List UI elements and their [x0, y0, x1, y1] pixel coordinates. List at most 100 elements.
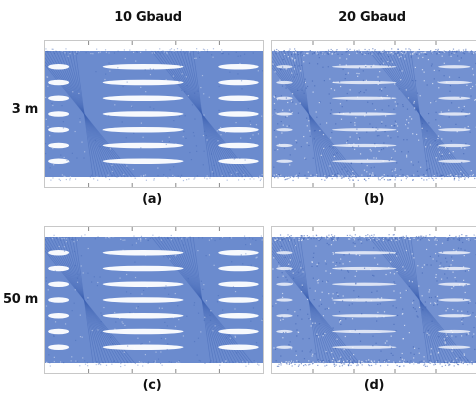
noise-speck: [274, 109, 276, 111]
noise-speck: [312, 322, 314, 324]
noise-speck: [310, 174, 312, 176]
noise-speck: [315, 51, 318, 53]
noise-speck: [376, 320, 378, 322]
noise-speck: [446, 277, 448, 279]
noise-speck: [147, 239, 150, 241]
noise-speck: [391, 65, 393, 67]
noise-speck: [327, 280, 329, 282]
noise-speck: [96, 361, 98, 363]
noise-speck: [425, 169, 428, 172]
noise-speck: [334, 236, 337, 238]
noise-speck: [81, 336, 83, 338]
noise-speck: [371, 234, 373, 236]
transition-trace: [154, 50, 250, 178]
noise-speck: [406, 360, 408, 363]
noise-speck: [458, 178, 460, 180]
noise-speck: [413, 49, 415, 51]
noise-speck: [422, 177, 424, 179]
noise-speck: [338, 176, 340, 178]
noise-speck: [395, 362, 397, 364]
noise-speck: [52, 268, 54, 271]
noise-speck: [395, 105, 397, 107]
noise-speck: [70, 238, 73, 241]
noise-speck: [51, 48, 53, 50]
eye-opening: [331, 251, 397, 255]
noise-speck: [415, 310, 418, 313]
noise-speck: [287, 234, 289, 236]
noise-speck: [342, 263, 344, 265]
noise-speck: [58, 238, 60, 240]
noise-speck: [157, 174, 159, 177]
noise-speck: [406, 108, 409, 110]
noise-speck: [429, 49, 431, 51]
noise-speck: [450, 360, 453, 362]
eye-opening: [438, 251, 471, 255]
noise-speck: [377, 76, 379, 78]
noise-speck: [440, 111, 442, 113]
noise-speck: [167, 293, 170, 295]
noise-speck: [200, 280, 202, 282]
noise-speck: [446, 335, 448, 337]
noise-speck: [384, 360, 386, 362]
noise-speck: [456, 175, 458, 177]
noise-speck: [114, 127, 116, 129]
noise-speck: [107, 365, 109, 367]
noise-speck: [294, 48, 296, 50]
noise-speck: [389, 52, 391, 54]
noise-speck: [348, 53, 350, 56]
noise-speck: [436, 144, 438, 146]
noise-speck: [326, 308, 328, 310]
noise-speck: [345, 64, 347, 66]
noise-speck: [439, 51, 441, 53]
noise-speck: [248, 363, 250, 365]
noise-speck: [308, 144, 310, 147]
noise-speck: [380, 53, 382, 55]
noise-speck: [230, 161, 233, 163]
noise-speck: [255, 257, 257, 259]
eye-diagram-plot: [45, 227, 263, 373]
noise-speck: [348, 238, 350, 240]
noise-speck: [431, 178, 433, 180]
noise-speck: [329, 112, 332, 115]
noise-speck: [84, 179, 86, 181]
noise-speck: [303, 55, 305, 57]
noise-speck: [309, 318, 311, 320]
noise-speck: [277, 234, 280, 236]
noise-speck: [308, 318, 310, 320]
eye-opening: [102, 142, 184, 149]
noise-speck: [329, 362, 331, 365]
noise-speck: [428, 122, 430, 124]
noise-speck: [223, 175, 225, 178]
noise-speck: [412, 52, 414, 55]
noise-speck: [313, 299, 315, 301]
noise-speck: [443, 179, 445, 181]
noise-speck: [447, 237, 449, 240]
noise-speck: [334, 238, 336, 240]
noise-speck: [443, 178, 445, 180]
noise-speck: [394, 282, 396, 285]
noise-speck: [329, 102, 331, 104]
noise-speck: [349, 260, 351, 263]
noise-speck: [458, 179, 460, 181]
noise-speck: [382, 148, 385, 150]
noise-speck: [68, 235, 70, 238]
noise-speck: [298, 172, 301, 174]
noise-speck: [451, 335, 453, 337]
noise-speck: [422, 176, 424, 178]
transition-trace: [381, 50, 458, 178]
noise-speck: [395, 237, 397, 239]
noise-speck: [413, 363, 415, 365]
noise-speck: [451, 52, 453, 55]
noise-speck: [46, 76, 48, 78]
noise-speck: [391, 170, 394, 172]
noise-speck: [360, 362, 363, 365]
noise-speck: [403, 175, 406, 178]
noise-speck: [169, 49, 171, 51]
noise-speck: [333, 364, 335, 366]
noise-speck: [353, 143, 355, 145]
noise-speck: [321, 360, 323, 362]
noise-speck: [250, 320, 252, 322]
noise-speck: [334, 365, 336, 367]
noise-speck: [369, 123, 371, 125]
noise-speck: [252, 134, 254, 136]
